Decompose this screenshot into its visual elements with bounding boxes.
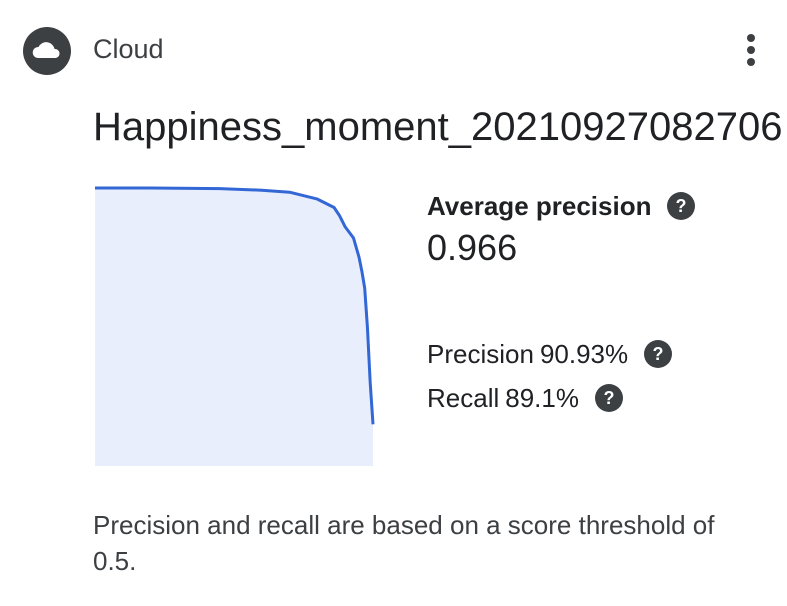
precision-label: Precision (427, 339, 534, 369)
recall-label: Recall (427, 383, 500, 413)
more-options-button[interactable] (734, 30, 768, 70)
cloud-icon (23, 27, 71, 75)
recall-value: 89.1% (505, 383, 579, 413)
recall-row: Recall 89.1% ? (427, 376, 767, 420)
precision-recall-chart (95, 186, 375, 466)
precision-value: 90.93% (539, 339, 629, 369)
help-circle-icon[interactable]: ? (594, 384, 623, 412)
average-precision-label: Average precision (427, 191, 652, 221)
pr-curve-line (95, 186, 375, 425)
pr-curve-area (95, 188, 373, 466)
metrics-panel: Average precision ? 0.966 Precision 90.93… (427, 188, 767, 420)
average-precision-value: 0.966 (427, 227, 518, 268)
model-title: Happiness_moment_20210927082706 (93, 105, 783, 149)
svg-text:?: ? (653, 344, 664, 364)
average-precision-row: Average precision ? (427, 188, 767, 224)
precision-row: Precision 90.93% ? (427, 332, 767, 376)
threshold-footnote: Precision and recall are based on a scor… (93, 510, 715, 576)
help-circle-icon[interactable]: ? (644, 340, 673, 368)
help-circle-icon[interactable]: ? (667, 192, 696, 220)
card-header: Cloud (0, 0, 787, 100)
app-name: Cloud (93, 34, 164, 64)
svg-text:?: ? (676, 196, 687, 216)
more-vert-icon (747, 34, 755, 66)
svg-text:?: ? (603, 388, 614, 408)
